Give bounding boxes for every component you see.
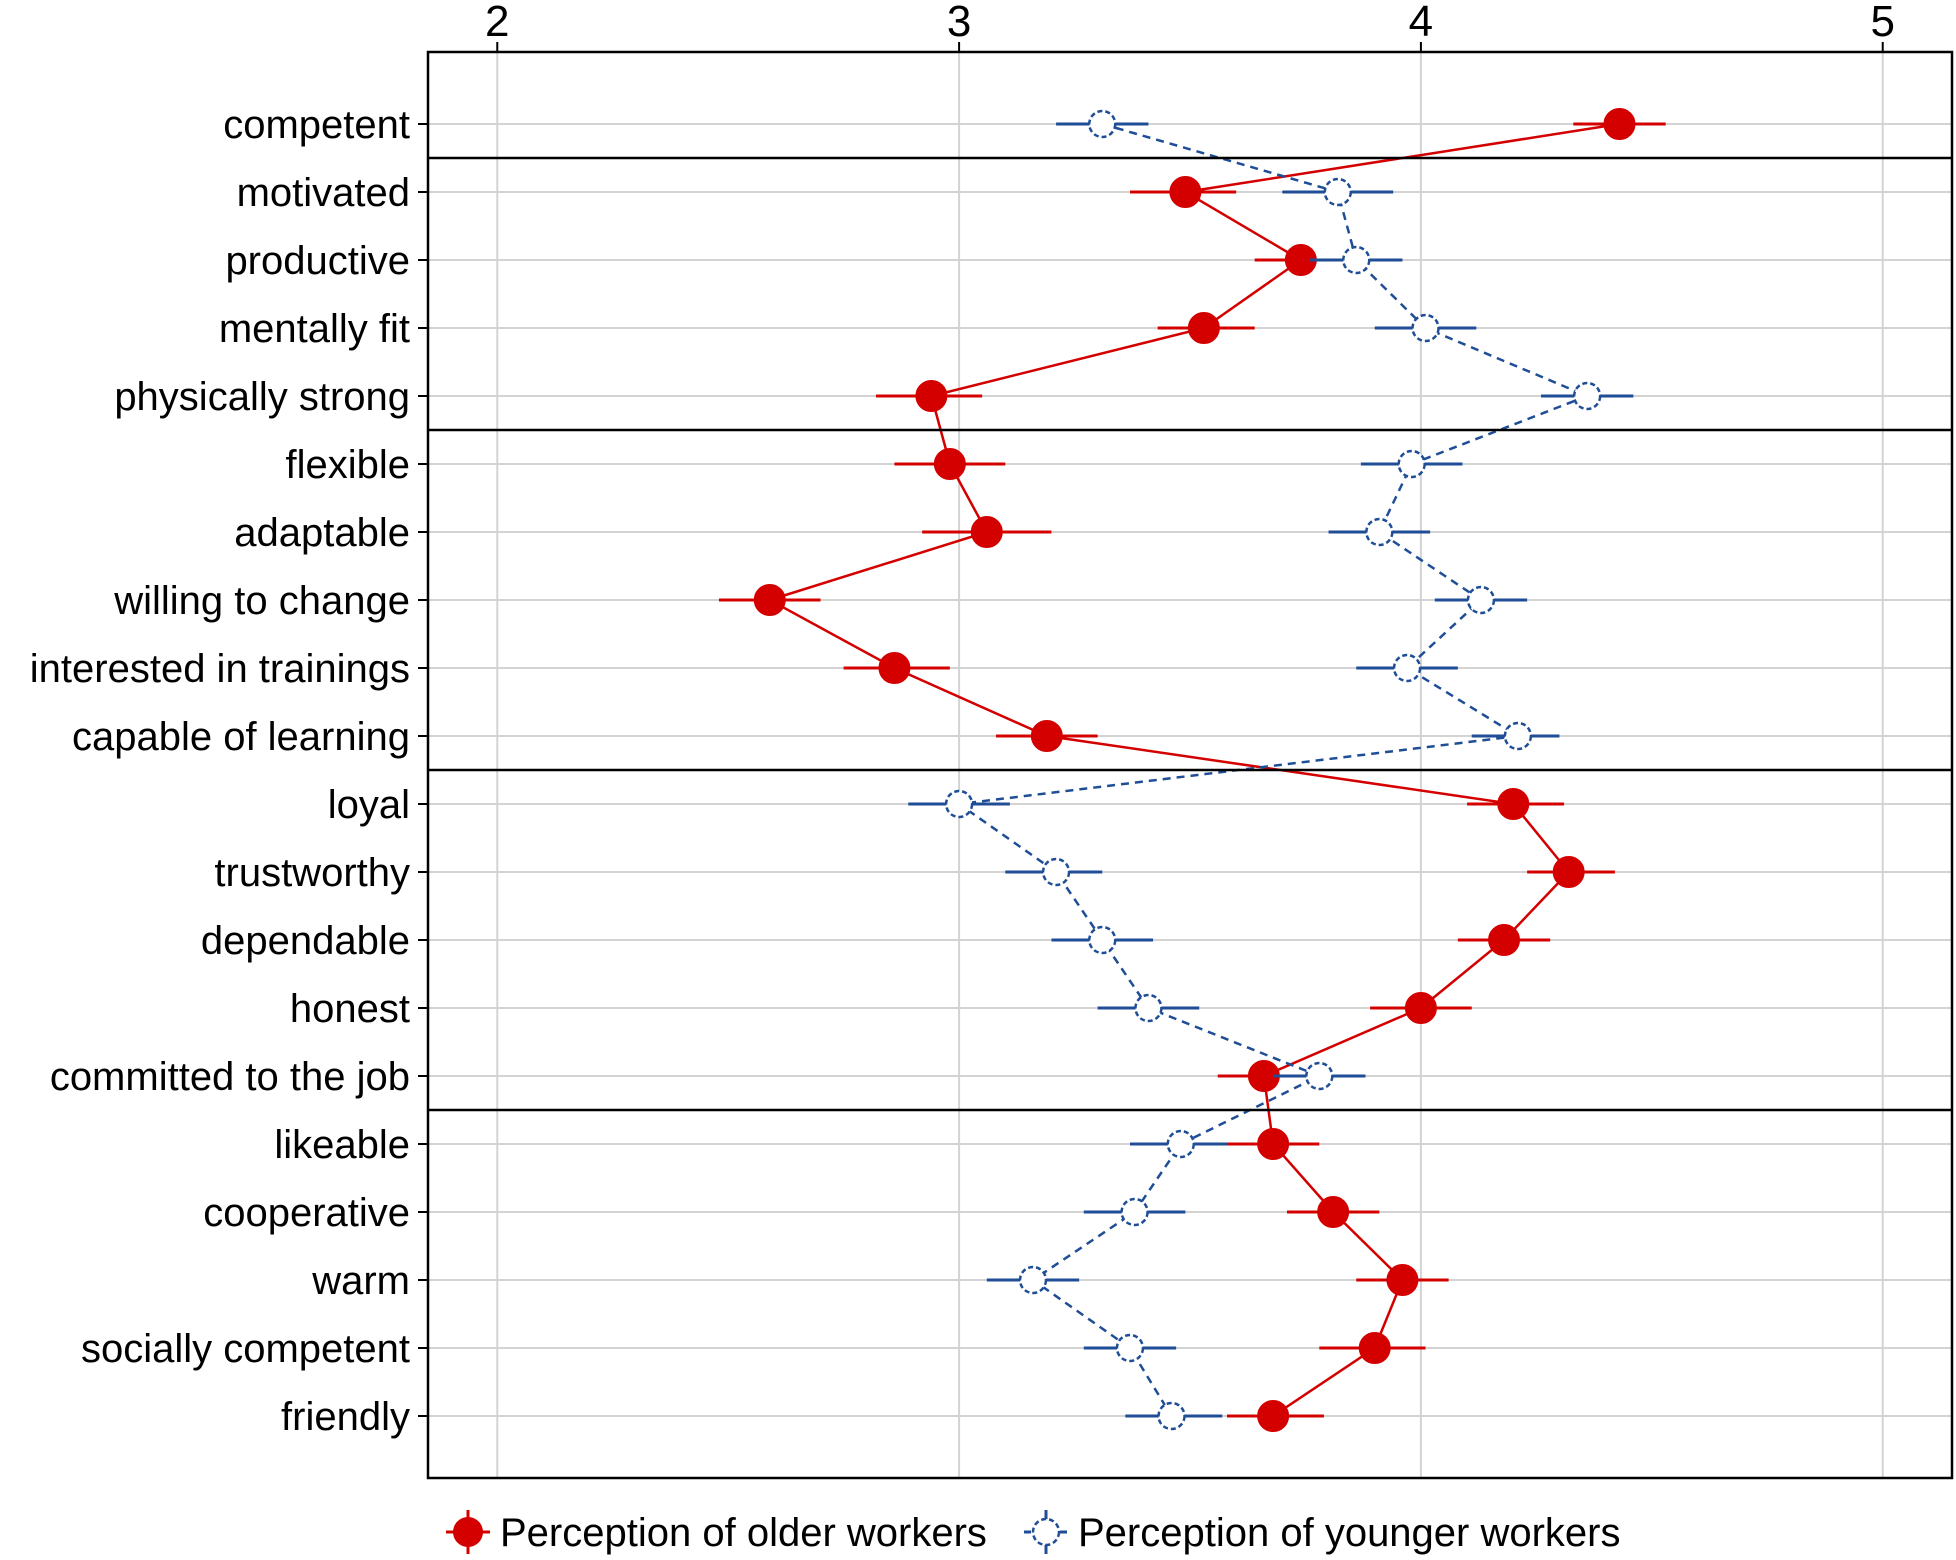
legend-item: Perception of older workers [446, 1510, 987, 1555]
category-label: interested in trainings [30, 647, 410, 691]
category-label: likeable [274, 1123, 410, 1167]
data-point [1552, 856, 1585, 888]
data-point [1169, 176, 1202, 208]
data-point [970, 516, 1003, 548]
data-point [1497, 788, 1530, 820]
category-label: mentally fit [219, 307, 410, 351]
data-point [1018, 1265, 1048, 1295]
data-point [753, 584, 786, 616]
series-younger-workers [908, 109, 1634, 1431]
category-label: trustworthy [214, 851, 410, 895]
category-label: friendly [281, 1395, 410, 1439]
data-point [1411, 313, 1440, 343]
data-point [1317, 1196, 1350, 1228]
category-label: competent [223, 103, 410, 147]
category-label: physically strong [114, 375, 410, 419]
data-point [915, 380, 948, 412]
x-tick-label: 3 [947, 0, 971, 46]
category-label: cooperative [203, 1191, 410, 1235]
data-point [1365, 517, 1394, 547]
series-older-workers [718, 108, 1666, 1432]
data-point [1386, 1264, 1419, 1296]
data-point [1257, 1128, 1290, 1160]
data-point [1603, 108, 1636, 140]
data-point [1466, 585, 1496, 615]
grid [428, 52, 1952, 1478]
data-point [1257, 1400, 1290, 1432]
x-axis-ticks: 2 3 4 5 [485, 0, 1895, 52]
data-point [1342, 245, 1371, 275]
x-tick-label: 2 [485, 0, 509, 46]
data-point [1503, 721, 1533, 751]
category-label: motivated [237, 171, 410, 215]
category-label: productive [225, 239, 410, 283]
x-tick-label: 5 [1870, 0, 1894, 46]
category-label: capable of learning [72, 715, 410, 759]
data-point [1088, 109, 1117, 139]
data-point [1323, 177, 1353, 207]
data-point [1134, 993, 1163, 1023]
data-point [1041, 857, 1071, 887]
data-point [1030, 720, 1063, 752]
data-point [878, 652, 911, 684]
data-point [1115, 1333, 1145, 1363]
data-point [1404, 992, 1437, 1024]
data-point [1166, 1129, 1196, 1159]
data-point [1572, 381, 1602, 411]
data-point [1088, 925, 1117, 955]
category-label: dependable [201, 919, 410, 963]
category-label: flexible [285, 443, 410, 487]
group-separators [428, 156, 1952, 1112]
data-point [1305, 1061, 1334, 1091]
category-labels: competent motivated productive mentally fit… [30, 103, 428, 1439]
category-label: socially competent [81, 1327, 410, 1371]
category-label: loyal [328, 783, 410, 827]
data-point [1120, 1197, 1149, 1227]
data-point [1358, 1332, 1391, 1364]
data-point [1157, 1401, 1186, 1431]
plot-frame [426, 50, 1954, 1480]
legend-label: Perception of older workers [500, 1511, 987, 1555]
category-label: warm [311, 1259, 410, 1303]
category-label: committed to the job [50, 1055, 410, 1099]
legend-item: Perception of younger workers [1024, 1510, 1621, 1555]
data-point [1488, 924, 1521, 956]
category-label: willing to change [113, 579, 410, 623]
x-tick-label: 4 [1409, 0, 1433, 46]
data-point [933, 448, 966, 480]
data-point [944, 789, 974, 819]
legend: Perception of older workers Perception of… [446, 1510, 1621, 1555]
category-label: adaptable [234, 511, 410, 555]
legend-label: Perception of younger workers [1078, 1511, 1621, 1555]
series-layer [718, 108, 1666, 1432]
category-label: honest [290, 987, 410, 1031]
legend-marker [1031, 1517, 1061, 1547]
data-point [1187, 312, 1220, 344]
data-point [1397, 449, 1426, 479]
legend-marker [453, 1517, 483, 1547]
data-point [1392, 653, 1422, 683]
